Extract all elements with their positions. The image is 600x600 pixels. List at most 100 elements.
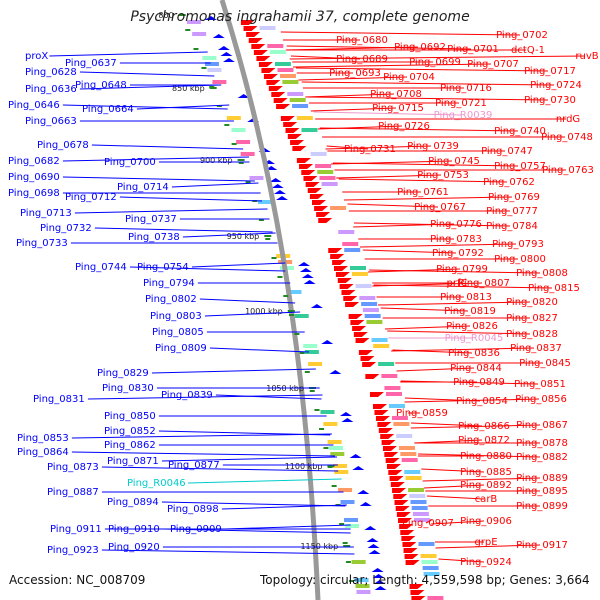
gene-label-ruvb[interactable]: ruvB <box>575 51 598 62</box>
gene-label-ping-r0046[interactable]: Ping_R0046 <box>127 478 186 489</box>
gene-label-ping-0851[interactable]: Ping_0851 <box>514 379 566 390</box>
gene-label-ping-0844[interactable]: Ping_0844 <box>450 363 502 374</box>
gene-label-ping-0730[interactable]: Ping_0730 <box>524 95 576 106</box>
gene-label-ping-0726[interactable]: Ping_0726 <box>378 121 430 132</box>
gene-label-ping-0830[interactable]: Ping_0830 <box>102 383 154 394</box>
gene-label-ping-r0045[interactable]: Ping_R0045 <box>445 333 504 344</box>
gene-label-ping-0923[interactable]: Ping_0923 <box>47 545 99 556</box>
gene-label-ping-0648[interactable]: Ping_0648 <box>75 80 127 91</box>
gene-label-ping-0732[interactable]: Ping_0732 <box>40 223 92 234</box>
gene-label-ping-0799[interactable]: Ping_0799 <box>436 264 488 275</box>
gene-label-carb[interactable]: carB <box>475 494 498 505</box>
gene-label-ping-0783[interactable]: Ping_0783 <box>430 234 482 245</box>
gene-label-ping-0828[interactable]: Ping_0828 <box>506 329 558 340</box>
gene-label-ping-0716[interactable]: Ping_0716 <box>440 83 492 94</box>
gene-label-ping-0871[interactable]: Ping_0871 <box>107 456 159 467</box>
gene-label-prfc[interactable]: prfC <box>447 278 468 289</box>
gene-label-ping-0715[interactable]: Ping_0715 <box>372 103 424 114</box>
gene-label-ping-0845[interactable]: Ping_0845 <box>519 358 571 369</box>
gene-label-ping-0877[interactable]: Ping_0877 <box>168 460 220 471</box>
gene-label-ping-0757[interactable]: Ping_0757 <box>494 161 546 172</box>
gene-label-ping-0917[interactable]: Ping_0917 <box>516 540 568 551</box>
gene-label-grpe[interactable]: grpE <box>474 537 497 548</box>
gene-label-ping-0880[interactable]: Ping_0880 <box>460 451 512 462</box>
gene-label-ping-0793[interactable]: Ping_0793 <box>492 239 544 250</box>
gene-label-ping-0892[interactable]: Ping_0892 <box>460 480 512 491</box>
gene-label-ping-0878[interactable]: Ping_0878 <box>516 438 568 449</box>
gene-label-ping-0753[interactable]: Ping_0753 <box>417 170 469 181</box>
gene-label-ping-0856[interactable]: Ping_0856 <box>515 394 567 405</box>
gene-label-ping-0689[interactable]: Ping_0689 <box>336 54 388 65</box>
gene-label-ping-0769[interactable]: Ping_0769 <box>488 192 540 203</box>
gene-label-ping-0906[interactable]: Ping_0906 <box>460 516 512 527</box>
gene-label-ping-0707[interactable]: Ping_0707 <box>467 59 519 70</box>
gene-label-ping-0866[interactable]: Ping_0866 <box>458 421 510 432</box>
gene-label-ping-0747[interactable]: Ping_0747 <box>481 146 533 157</box>
gene-label-ping-0682[interactable]: Ping_0682 <box>8 156 60 167</box>
gene-label-ping-0721[interactable]: Ping_0721 <box>435 98 487 109</box>
gene-label-ping-0717[interactable]: Ping_0717 <box>524 66 576 77</box>
gene-label-ping-0899[interactable]: Ping_0899 <box>516 501 568 512</box>
gene-label-ping-0864[interactable]: Ping_0864 <box>17 447 69 458</box>
gene-label-ping-0885[interactable]: Ping_0885 <box>460 467 512 478</box>
gene-label-ping-0808[interactable]: Ping_0808 <box>516 268 568 279</box>
gene-label-ping-0802[interactable]: Ping_0802 <box>145 294 197 305</box>
gene-label-ping-0763[interactable]: Ping_0763 <box>542 165 594 176</box>
gene-label-ping-0859[interactable]: Ping_0859 <box>396 408 448 419</box>
gene-label-dctq-1[interactable]: dctQ-1 <box>511 45 545 56</box>
gene-label-ping-0678[interactable]: Ping_0678 <box>37 140 89 151</box>
gene-label-ping-0887[interactable]: Ping_0887 <box>47 487 99 498</box>
gene-label-ping-0792[interactable]: Ping_0792 <box>432 248 484 259</box>
gene-label-ping-0663[interactable]: Ping_0663 <box>25 116 77 127</box>
gene-label-ping-0794[interactable]: Ping_0794 <box>143 278 195 289</box>
gene-label-prox[interactable]: proX <box>25 51 48 62</box>
gene-label-ping-0852[interactable]: Ping_0852 <box>104 426 156 437</box>
gene-label-ping-0748[interactable]: Ping_0748 <box>541 132 593 143</box>
gene-label-ping-0807[interactable]: Ping_0807 <box>458 278 510 289</box>
gene-label-ping-0712[interactable]: Ping_0712 <box>65 192 117 203</box>
gene-label-ping-0867[interactable]: Ping_0867 <box>516 420 568 431</box>
gene-label-ping-0882[interactable]: Ping_0882 <box>516 452 568 463</box>
gene-label-ping-0744[interactable]: Ping_0744 <box>75 262 127 273</box>
gene-label-ping-0733[interactable]: Ping_0733 <box>16 238 68 249</box>
gene-label-ping-0911[interactable]: Ping_0911 <box>50 524 102 535</box>
gene-label-ping-0850[interactable]: Ping_0850 <box>104 411 156 422</box>
gene-label-ping-0628[interactable]: Ping_0628 <box>25 67 77 78</box>
gene-label-ping-0924[interactable]: Ping_0924 <box>460 557 512 568</box>
gene-label-ping-0805[interactable]: Ping_0805 <box>152 327 204 338</box>
gene-label-ping-0839[interactable]: Ping_0839 <box>161 390 213 401</box>
gene-label-ping-0898[interactable]: Ping_0898 <box>167 504 219 515</box>
gene-label-ping-0815[interactable]: Ping_0815 <box>528 283 580 294</box>
gene-label-ping-0800[interactable]: Ping_0800 <box>494 254 546 265</box>
gene-label-ping-0762[interactable]: Ping_0762 <box>483 177 535 188</box>
gene-label-ping-0761[interactable]: Ping_0761 <box>397 187 449 198</box>
gene-label-ping-0636[interactable]: Ping_0636 <box>25 84 77 95</box>
gene-label-ping-0690[interactable]: Ping_0690 <box>8 172 60 183</box>
gene-label-ping-0693[interactable]: Ping_0693 <box>329 68 381 79</box>
gene-label-ping-0714[interactable]: Ping_0714 <box>117 182 169 193</box>
gene-label-ping-0776[interactable]: Ping_0776 <box>430 219 482 230</box>
gene-label-ping-0692[interactable]: Ping_0692 <box>394 42 446 53</box>
gene-label-nrdg[interactable]: nrdG <box>556 114 580 125</box>
gene-label-ping-0803[interactable]: Ping_0803 <box>150 311 202 322</box>
gene-label-ping-0895[interactable]: Ping_0895 <box>516 486 568 497</box>
gene-label-ping-0820[interactable]: Ping_0820 <box>506 297 558 308</box>
gene-label-ping-0837[interactable]: Ping_0837 <box>510 343 562 354</box>
gene-label-ping-0831[interactable]: Ping_0831 <box>33 394 85 405</box>
gene-label-ping-0701[interactable]: Ping_0701 <box>447 44 499 55</box>
gene-label-ping-0873[interactable]: Ping_0873 <box>47 462 99 473</box>
gene-label-ping-0907[interactable]: Ping_0907 <box>402 518 454 529</box>
gene-label-ping-0713[interactable]: Ping_0713 <box>20 208 72 219</box>
gene-label-ping-0849[interactable]: Ping_0849 <box>453 377 505 388</box>
gene-label-ping-0724[interactable]: Ping_0724 <box>530 80 582 91</box>
gene-label-ping-0708[interactable]: Ping_0708 <box>370 89 422 100</box>
gene-label-ping-0853[interactable]: Ping_0853 <box>17 433 69 444</box>
gene-label-ping-0910[interactable]: Ping_0910 <box>108 524 160 535</box>
gene-label-ping-0826[interactable]: Ping_0826 <box>446 321 498 332</box>
gene-label-ping-0731[interactable]: Ping_0731 <box>344 144 396 155</box>
gene-label-ping-0819[interactable]: Ping_0819 <box>444 306 496 317</box>
gene-label-ping-0680[interactable]: Ping_0680 <box>336 35 388 46</box>
gene-label-ping-0740[interactable]: Ping_0740 <box>494 126 546 137</box>
gene-label-ping-0784[interactable]: Ping_0784 <box>486 221 538 232</box>
gene-label-ping-0872[interactable]: Ping_0872 <box>458 435 510 446</box>
